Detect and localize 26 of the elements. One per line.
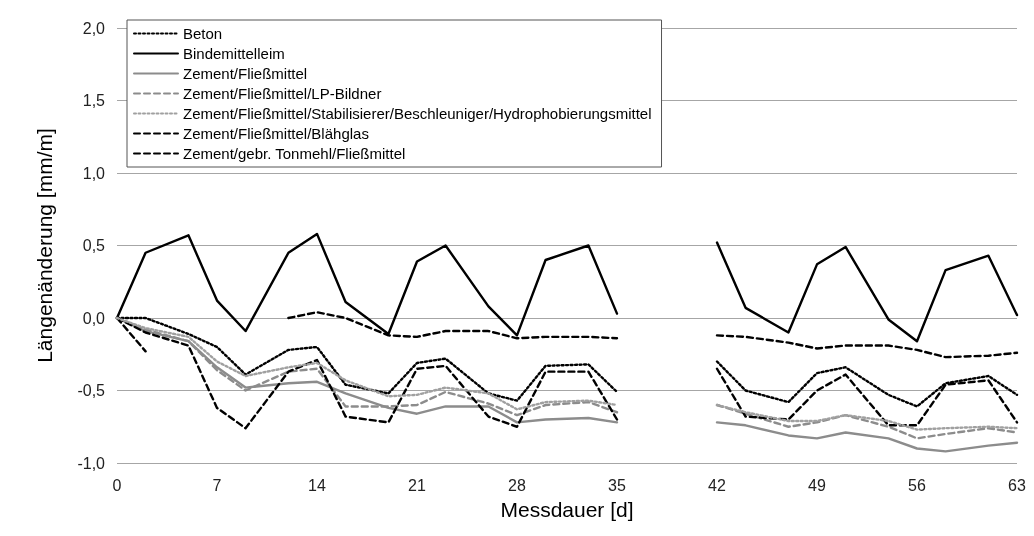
x-tick-label: 49 [808,476,826,494]
x-tick-label: 56 [908,476,926,494]
x-tick-label: 35 [608,476,626,494]
legend-label: Zement/Fließmittel [183,65,308,82]
x-tick-label: 63 [1008,476,1026,494]
y-tick-label: 1,0 [82,164,106,182]
legend-label: Zement/Fließmittel/LP-Bildner [183,85,382,102]
x-tick-label: 21 [408,476,426,494]
y-axis-title: Längenänderung [mm/m] [33,128,56,363]
y-tick-label: 2,0 [82,19,106,37]
x-tick-label: 42 [708,476,726,494]
x-tick-label: 14 [308,476,326,494]
legend-label: Zement/Fließmittel/Stabilisierer/Beschleuniger/Hydrophobierungsmittel [183,105,652,122]
legend-label: Bindemittelleim [183,45,285,62]
x-tick-label: 28 [508,476,526,494]
x-tick-label: 0 [112,476,122,494]
x-axis-title: Messdauer [d] [500,498,634,521]
y-tick-label: 1,5 [82,92,106,109]
legend-label: Zement/gebr. Tonmehl/Fließmittel [183,145,406,162]
legend-label: Beton [183,25,223,42]
y-tick-label: 0,5 [82,237,106,254]
legend-label: Zement/Fließmittel/Blähglas [183,125,369,142]
y-tick-label: -0,5 [77,382,106,399]
y-tick-label: -1,0 [77,454,106,472]
x-tick-label: 7 [212,476,222,494]
y-tick-label: 0,0 [82,309,106,327]
